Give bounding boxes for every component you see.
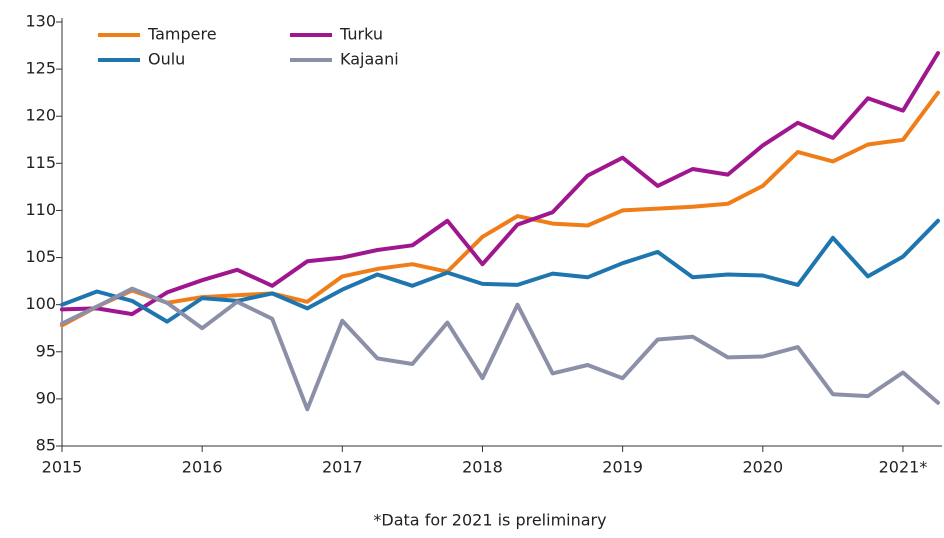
legend-label: Oulu xyxy=(148,50,185,69)
y-tick-label: 90 xyxy=(36,388,56,407)
y-tick-label: 110 xyxy=(25,200,56,219)
footnote: *Data for 2021 is preliminary xyxy=(373,511,606,530)
y-tick-label: 95 xyxy=(36,341,56,360)
x-tick-label: 2017 xyxy=(322,458,363,477)
legend-label: Turku xyxy=(339,25,383,44)
x-tick-label: 2016 xyxy=(182,458,223,477)
x-tick-label: 2020 xyxy=(742,458,783,477)
y-tick-label: 85 xyxy=(36,436,56,455)
y-tick-label: 130 xyxy=(25,12,56,31)
legend-label: Kajaani xyxy=(340,50,399,69)
y-tick-label: 120 xyxy=(25,106,56,125)
line-series xyxy=(60,218,940,324)
y-tick-label: 100 xyxy=(25,294,56,313)
x-tick-label: 2021* xyxy=(879,458,928,477)
line-series xyxy=(60,51,940,317)
x-tick-label: 2019 xyxy=(602,458,643,477)
legend-label: Tampere xyxy=(147,25,217,44)
x-tick-label: 2015 xyxy=(42,458,83,477)
line-series xyxy=(60,286,940,412)
x-tick-label: 2018 xyxy=(462,458,503,477)
y-tick-label: 125 xyxy=(25,59,56,78)
y-tick-label: 115 xyxy=(25,153,56,172)
y-tick-label: 105 xyxy=(25,247,56,266)
